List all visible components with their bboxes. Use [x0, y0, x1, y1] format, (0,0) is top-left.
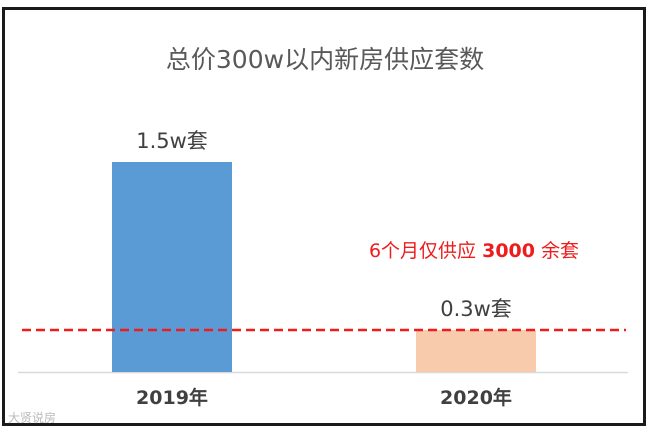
bar-1	[112, 162, 232, 372]
annotation-number: 3000	[482, 240, 535, 262]
reference-annotation: 6个月仅供应 3000 余套	[369, 240, 579, 262]
x-tick-label-2: 2020年	[440, 386, 512, 409]
x-tick-labels-group: 2019年 2020年	[136, 386, 512, 409]
chart-border	[2, 7, 646, 426]
bars-group	[112, 162, 536, 372]
data-labels-group: 1.5w套 0.3w套	[136, 129, 512, 321]
chart-title: 总价300w以内新房供应套数	[166, 45, 484, 74]
bar-2	[416, 330, 536, 372]
annotation-prefix: 6个月仅供应	[369, 240, 482, 262]
data-label-2: 0.3w套	[440, 297, 512, 321]
data-label-1: 1.5w套	[136, 129, 208, 153]
annotation-suffix: 余套	[535, 240, 579, 262]
watermark: 大贤说房	[8, 411, 57, 425]
x-tick-label-1: 2019年	[136, 386, 208, 409]
